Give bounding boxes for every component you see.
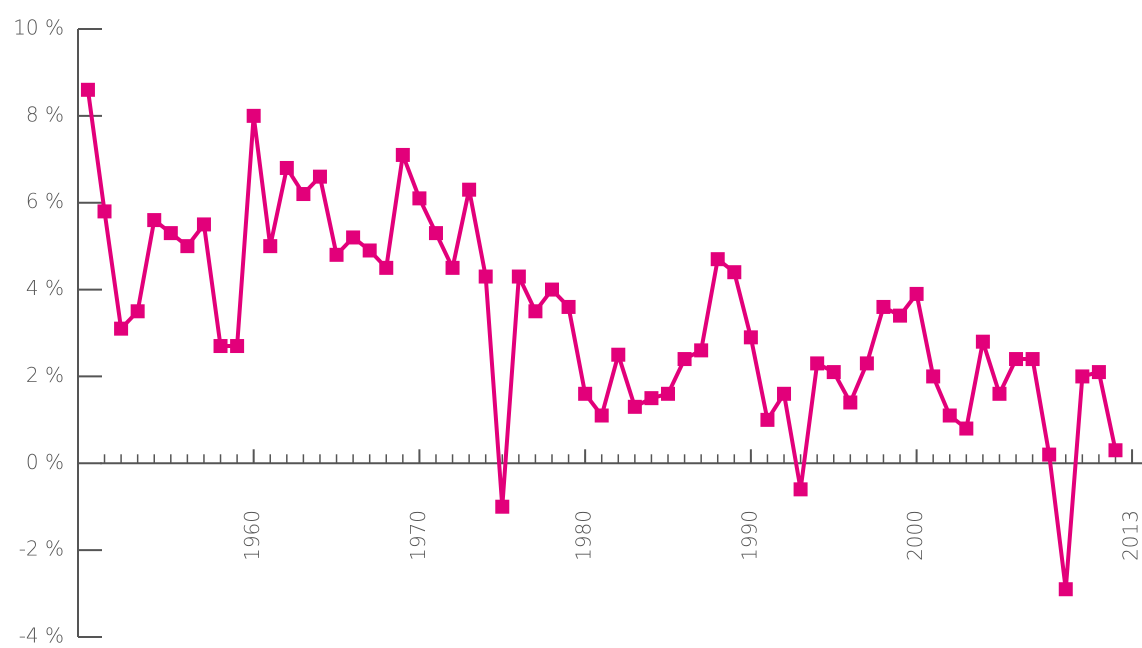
- point-marker: [246, 108, 261, 123]
- x-tick-label: 1980: [572, 510, 596, 561]
- point-marker: [412, 191, 427, 206]
- point-marker: [445, 260, 460, 275]
- y-tick-label: 0 %: [26, 450, 64, 474]
- x-tick-label: 1970: [406, 510, 430, 561]
- point-marker: [97, 204, 112, 219]
- point-marker: [1075, 369, 1090, 384]
- point-marker: [876, 299, 891, 314]
- point-marker: [511, 269, 526, 284]
- point-marker: [528, 304, 543, 319]
- point-marker: [893, 308, 908, 323]
- y-tick-label: -4 %: [19, 624, 64, 645]
- x-tick-label: 1960: [240, 510, 264, 561]
- point-marker: [611, 347, 626, 362]
- point-marker: [1058, 582, 1073, 597]
- point-marker: [959, 421, 974, 436]
- point-marker: [594, 408, 609, 423]
- point-marker: [196, 217, 211, 232]
- point-marker: [230, 339, 245, 354]
- point-marker: [379, 260, 394, 275]
- point-marker: [163, 226, 178, 241]
- point-marker: [677, 352, 692, 367]
- point-marker: [346, 230, 361, 245]
- point-marker: [710, 252, 725, 267]
- point-marker: [694, 343, 709, 358]
- point-marker: [279, 160, 294, 175]
- point-marker: [975, 334, 990, 349]
- x-tick-label: 2000: [903, 510, 927, 561]
- point-marker: [644, 391, 659, 406]
- y-tick-label: 8 %: [26, 102, 64, 126]
- point-marker: [130, 304, 145, 319]
- point-marker: [942, 408, 957, 423]
- point-marker: [627, 399, 642, 414]
- point-marker: [329, 247, 344, 262]
- point-marker: [213, 339, 228, 354]
- x-tick-label: 1990: [737, 510, 761, 561]
- y-tick-label: -2 %: [19, 537, 64, 561]
- point-marker: [727, 265, 742, 280]
- point-marker: [1042, 447, 1057, 462]
- point-marker: [992, 386, 1007, 401]
- point-marker: [826, 365, 841, 380]
- point-marker: [777, 386, 792, 401]
- point-marker: [1108, 443, 1123, 458]
- point-marker: [909, 286, 924, 301]
- point-marker: [760, 412, 775, 427]
- point-marker: [428, 226, 443, 241]
- point-marker: [578, 386, 593, 401]
- point-marker: [926, 369, 941, 384]
- point-marker: [312, 169, 327, 184]
- point-marker: [395, 147, 410, 162]
- point-marker: [1091, 365, 1106, 380]
- x-tick-label: 2013: [1119, 510, 1142, 561]
- point-marker: [114, 321, 129, 336]
- y-tick-label: 10 %: [13, 16, 64, 40]
- y-tick-label: 2 %: [26, 363, 64, 387]
- point-marker: [362, 243, 377, 258]
- point-marker: [180, 239, 195, 254]
- point-marker: [810, 356, 825, 371]
- point-marker: [296, 187, 311, 202]
- point-marker: [495, 499, 510, 514]
- point-marker: [743, 330, 758, 345]
- point-marker: [263, 239, 278, 254]
- point-marker: [661, 386, 676, 401]
- point-marker: [147, 213, 162, 228]
- y-tick-label: 4 %: [26, 276, 64, 300]
- point-marker: [859, 356, 874, 371]
- point-marker: [793, 482, 808, 497]
- point-marker: [1025, 352, 1040, 367]
- point-marker: [544, 282, 559, 297]
- point-marker: [843, 395, 858, 410]
- point-marker: [80, 82, 95, 97]
- point-marker: [462, 182, 477, 197]
- y-tick-label: 6 %: [26, 189, 64, 213]
- point-marker: [1009, 352, 1024, 367]
- point-marker: [478, 269, 493, 284]
- point-marker: [561, 299, 576, 314]
